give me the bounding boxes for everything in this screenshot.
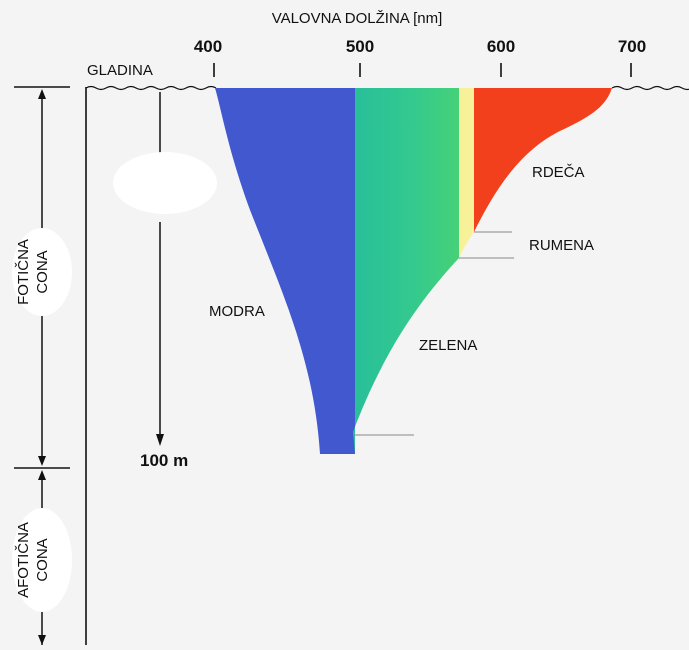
label-yellow: RUMENA <box>529 237 594 254</box>
axis-title: VALOVNA DOLŽINA [nm] <box>272 10 443 27</box>
tick-label-400: 400 <box>194 37 222 56</box>
surface-wave-left <box>85 85 217 91</box>
spectrum-bands <box>215 88 612 454</box>
aphotic-zone-label-line2: CONA <box>34 538 51 581</box>
tick-label-600: 600 <box>487 37 515 56</box>
aphotic-zone-label-line1: AFOTIČNA <box>15 522 32 598</box>
band-yellow <box>459 88 474 258</box>
wavelength-ticks: 400 500 600 700 <box>194 37 646 77</box>
tick-label-500: 500 <box>346 37 374 56</box>
photic-zone-label-line2: CONA <box>34 250 51 293</box>
label-blue: MODRA <box>209 303 265 320</box>
tick-label-700: 700 <box>618 37 646 56</box>
surface-label: GLADINA <box>87 62 153 79</box>
label-green: ZELENA <box>419 337 477 354</box>
band-green <box>353 88 459 454</box>
band-red <box>474 88 612 232</box>
depth-label: 100 m <box>140 451 188 470</box>
depth-arrow <box>113 92 217 446</box>
label-red: RDEČA <box>532 164 585 181</box>
zone-bracket <box>12 89 72 645</box>
band-blue <box>215 88 355 454</box>
surface-wave-right <box>611 85 689 91</box>
photic-zone-label-line1: FOTIČNA <box>15 239 32 305</box>
